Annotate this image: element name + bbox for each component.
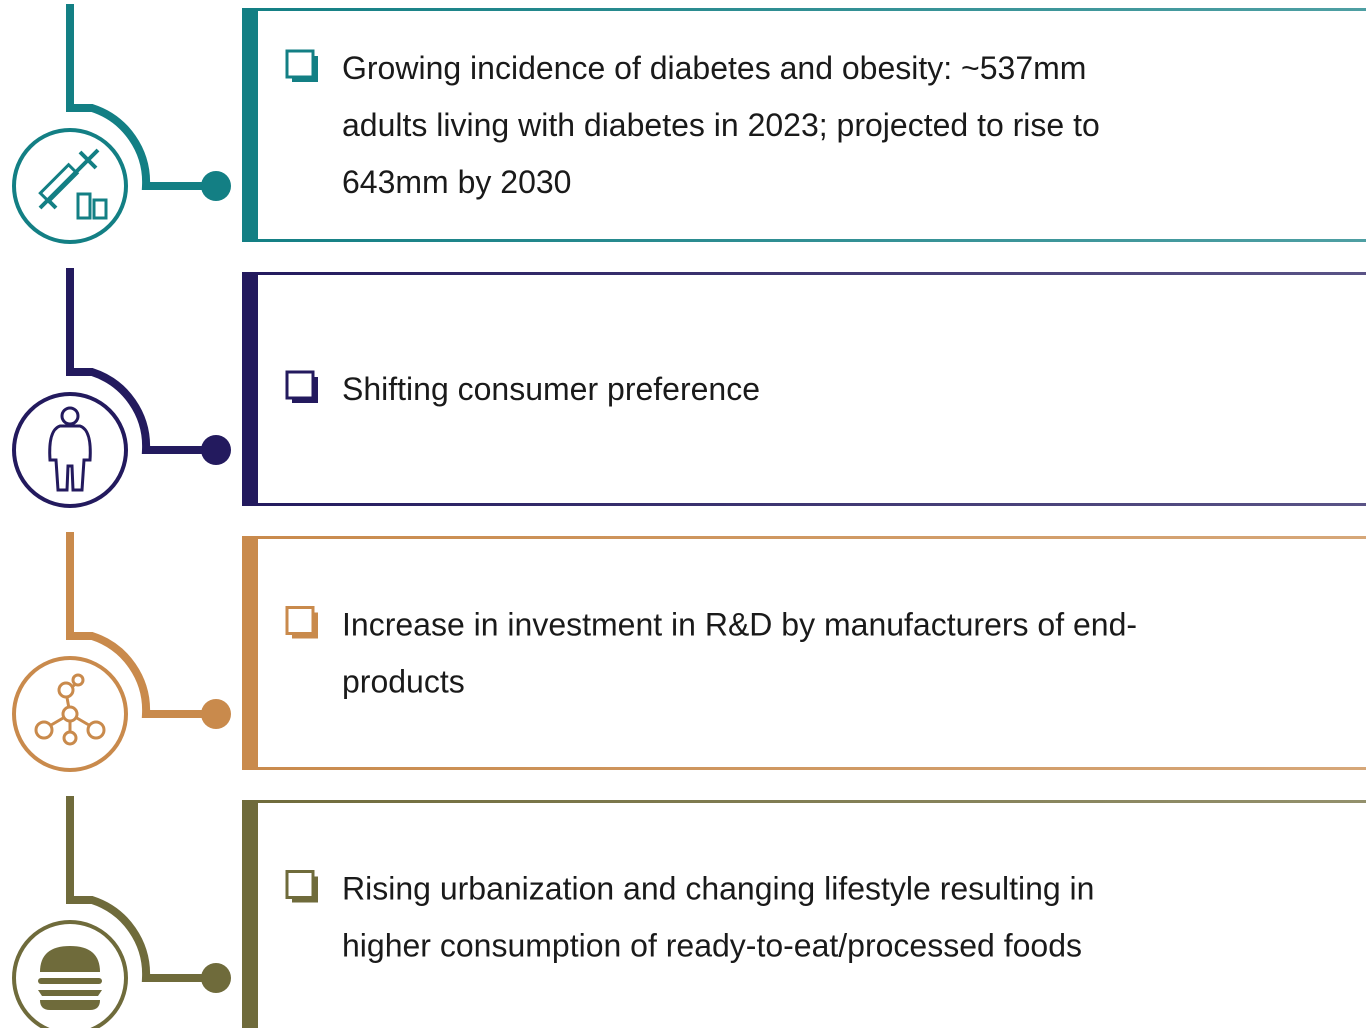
item-text: higher consumption of ready-to-eat/proce… [342, 928, 1082, 964]
icon [48, 406, 92, 492]
connector [66, 796, 216, 982]
item-text: adults living with diabetes in 2023; pro… [342, 107, 1100, 143]
box-bottom-border [242, 503, 1366, 506]
icon-shape [40, 1000, 100, 1010]
item-row: Rising urbanization and changing lifesty… [12, 796, 1366, 1028]
checkbox-shadow [292, 876, 318, 903]
icon-shape [38, 148, 100, 210]
box-bottom-border [242, 767, 1366, 770]
item-row: Increase in investment in R&D by manufac… [12, 532, 1366, 772]
item-text: Shifting consumer preference [342, 371, 760, 407]
connector [66, 268, 216, 454]
box-top-border [242, 800, 1366, 803]
box-bottom-border [242, 239, 1366, 242]
checkbox [285, 870, 315, 899]
box-top-border [242, 272, 1366, 275]
checkbox-shadow [292, 377, 318, 403]
icon-shape [86, 720, 106, 740]
icon-shape [76, 192, 92, 220]
icon-shape [92, 198, 108, 220]
item-text: products [342, 664, 465, 700]
box-left-bar [242, 800, 258, 1028]
icon-shape [34, 720, 54, 740]
item-text: Growing incidence of diabetes and obesit… [342, 50, 1086, 86]
box-top-border [242, 536, 1366, 539]
icon-shape [38, 162, 80, 204]
icon-shape [48, 424, 92, 492]
icon-shape [71, 673, 85, 687]
item-row: Growing incidence of diabetes and obesit… [12, 4, 1366, 244]
icon [34, 673, 106, 746]
icon-ring [12, 392, 128, 508]
checkbox-shadow [292, 612, 318, 639]
connector-dot [201, 699, 231, 729]
connector [66, 4, 216, 190]
icon-shape [61, 705, 79, 723]
icon-shape [38, 990, 102, 996]
item-text: Rising urbanization and changing lifesty… [342, 871, 1094, 907]
icon-shape [57, 681, 75, 699]
item-text: 643mm by 2030 [342, 164, 571, 200]
box-left-bar [242, 536, 258, 770]
connector [66, 532, 216, 718]
connector-dot [201, 435, 231, 465]
icon-shape [45, 680, 95, 736]
box-top-border [242, 8, 1366, 11]
icon-shape [38, 978, 102, 984]
checkbox [285, 49, 315, 79]
icon-shape [40, 946, 100, 972]
icon-ring [12, 128, 128, 244]
checkbox [285, 606, 315, 635]
checkbox-shadow [292, 56, 318, 82]
item-row: Shifting consumer preference [12, 268, 1366, 508]
box-left-bar [242, 272, 258, 506]
icon [38, 946, 102, 1010]
icon-ring [12, 920, 128, 1028]
icon [38, 148, 108, 220]
checkbox [285, 370, 315, 400]
icon-shape [62, 730, 78, 746]
icon-shape [60, 406, 80, 426]
box-left-bar [242, 8, 258, 242]
connector-dot [201, 963, 231, 993]
connector-dot [201, 171, 231, 201]
item-text: Increase in investment in R&D by manufac… [342, 607, 1137, 643]
